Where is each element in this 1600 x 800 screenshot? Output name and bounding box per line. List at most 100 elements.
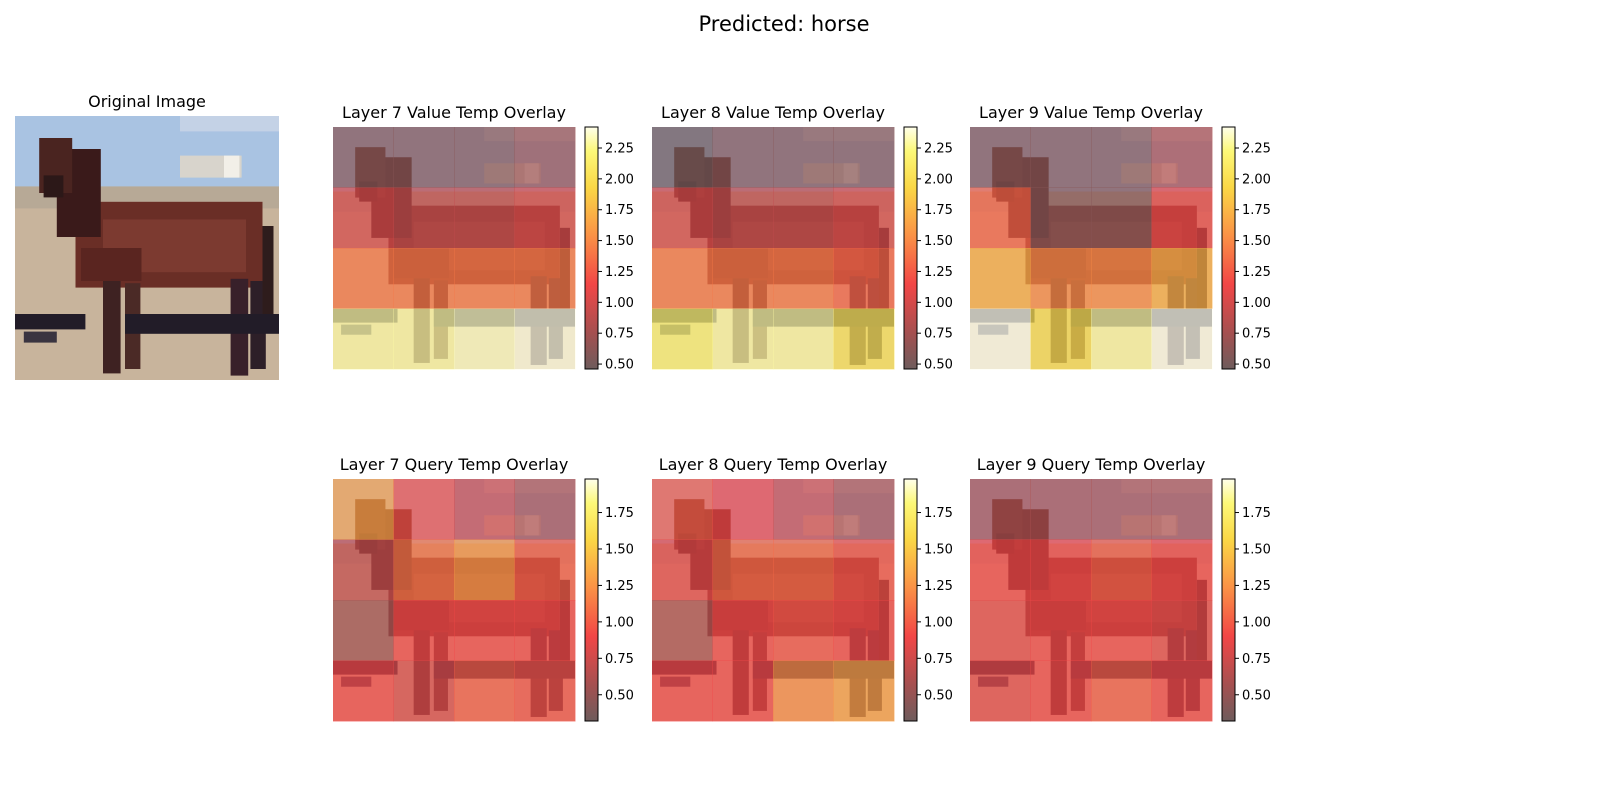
colorbar-tick-label: 1.25 <box>1242 579 1271 594</box>
heatmap-cell <box>514 127 576 188</box>
heatmap-cell <box>1151 248 1213 309</box>
colorbar-tick-label: 1.50 <box>924 234 953 249</box>
colorbar-tick-label: 2.00 <box>605 172 634 187</box>
heatmap-cell <box>712 479 774 540</box>
heatmap-cell <box>333 127 394 188</box>
colorbar-tick-label: 1.25 <box>605 265 634 280</box>
heatmap-cell <box>454 127 515 188</box>
heatmap-cell <box>1151 600 1213 661</box>
heatmap-cell <box>1151 127 1213 188</box>
panel-title: Layer 7 Query Temp Overlay <box>340 455 569 474</box>
colorbar-tick-label: 1.75 <box>1242 506 1271 521</box>
colorbar-tick-label: 1.00 <box>924 296 953 311</box>
heatmap-cell <box>514 308 576 370</box>
panel-title: Layer 8 Query Temp Overlay <box>659 455 888 474</box>
heatmap-cell <box>712 660 774 722</box>
colorbar-tick-label: 1.25 <box>924 265 953 280</box>
heatmap-panel: Layer 7 Query Temp Overlay 0.50 0.75 1.00 1.… <box>333 455 634 722</box>
heatmap-cell <box>1151 187 1213 249</box>
heatmap-cell <box>970 600 1031 661</box>
heatmap-cell <box>454 187 515 249</box>
colorbar-tick-label: 0.75 <box>605 327 634 342</box>
heatmap-cell <box>514 539 576 601</box>
colorbar-tick-label: 0.50 <box>1242 688 1271 703</box>
colorbar <box>903 126 918 370</box>
heatmap-panel: Layer 9 Value Temp Overlay 0.50 0.75 1.00 1.… <box>970 103 1271 373</box>
heatmap-cell <box>454 660 515 722</box>
heatmap-cell <box>970 248 1031 309</box>
heatmap-cell <box>333 308 394 370</box>
heatmap-panels: Layer 7 Value Temp Overlay 0.50 0.75 1.00 1.… <box>333 103 1271 722</box>
heatmap-cell <box>1030 660 1092 722</box>
colorbar-tick-label: 1.75 <box>924 203 953 218</box>
colorbar-tick-label: 2.25 <box>924 141 953 156</box>
heatmap-cell <box>773 248 834 309</box>
heatmap-cell <box>454 600 515 661</box>
original-image-title: Original Image <box>88 92 206 111</box>
heatmap-cell <box>1030 600 1092 661</box>
heatmap-cell <box>1030 187 1092 249</box>
colorbar-tick-label: 1.00 <box>1242 615 1271 630</box>
heatmap-cell <box>1030 539 1092 601</box>
heatmap-cell <box>1091 308 1152 370</box>
heatmap-cell <box>393 539 455 601</box>
colorbar-tick-label: 1.00 <box>605 615 634 630</box>
colorbar-tick-label: 2.00 <box>924 172 953 187</box>
heatmap-cell <box>1091 187 1152 249</box>
colorbar-tick-label: 1.75 <box>605 203 634 218</box>
heatmap-cell <box>712 600 774 661</box>
colorbar-tick-label: 0.75 <box>924 327 953 342</box>
heatmap-panel: Layer 8 Query Temp Overlay 0.50 0.75 1.00 1.… <box>652 455 953 722</box>
heatmap-cell <box>773 660 834 722</box>
heatmap-cell <box>514 660 576 722</box>
heatmap-cell <box>1030 308 1092 370</box>
heatmap-cell <box>833 127 895 188</box>
heatmap-cell <box>652 127 713 188</box>
colorbar-tick-label: 1.25 <box>605 579 634 594</box>
heatmap-cell <box>773 539 834 601</box>
heatmap-cell <box>970 308 1031 370</box>
original-image-panel: Original Image <box>15 92 279 380</box>
colorbar-tick-label: 1.75 <box>1242 203 1271 218</box>
heatmap-cell <box>712 308 774 370</box>
heatmap-cell <box>652 479 713 540</box>
heatmap-cell <box>970 660 1031 722</box>
heatmap-cell <box>1091 539 1152 601</box>
colorbar-tick-label: 0.75 <box>924 652 953 667</box>
heatmap-cell <box>454 479 515 540</box>
heatmap-cell <box>393 660 455 722</box>
colorbar-tick-label: 1.00 <box>605 296 634 311</box>
colorbar-tick-label: 0.75 <box>605 652 634 667</box>
colorbar-tick-label: 0.75 <box>1242 652 1271 667</box>
panel-title: Layer 9 Query Temp Overlay <box>977 455 1206 474</box>
heatmap-cell <box>333 539 394 601</box>
heatmap-cell <box>1091 127 1152 188</box>
heatmap-cell <box>454 539 515 601</box>
colorbar-tick-label: 0.75 <box>1242 327 1271 342</box>
heatmap-cell <box>514 600 576 661</box>
heatmap-cell <box>652 187 713 249</box>
heatmap-cell <box>712 248 774 309</box>
heatmap-cell <box>393 600 455 661</box>
colorbar-tick-label: 1.00 <box>1242 296 1271 311</box>
heatmap-cell <box>333 660 394 722</box>
colorbar-tick-label: 0.50 <box>1242 358 1271 373</box>
heatmap-cell <box>833 600 895 661</box>
heatmap-cell <box>1030 479 1092 540</box>
colorbar-tick-label: 1.25 <box>1242 265 1271 280</box>
heatmap-cell <box>773 479 834 540</box>
heatmap-cell <box>773 127 834 188</box>
heatmap-cell <box>1091 660 1152 722</box>
heatmap-cell <box>333 187 394 249</box>
heatmap-cell <box>1030 127 1092 188</box>
heatmap-cell <box>712 187 774 249</box>
colorbar-tick-label: 1.50 <box>1242 542 1271 557</box>
heatmap-cell <box>333 600 394 661</box>
heatmap-cell <box>393 248 455 309</box>
heatmap-cell <box>393 187 455 249</box>
heatmap-panel: Layer 9 Query Temp Overlay 0.50 0.75 1.00 1.… <box>970 455 1271 722</box>
heatmap-panel: Layer 8 Value Temp Overlay 0.50 0.75 1.00 1.… <box>652 103 953 373</box>
heatmap-cell <box>712 539 774 601</box>
heatmap-cell <box>393 127 455 188</box>
